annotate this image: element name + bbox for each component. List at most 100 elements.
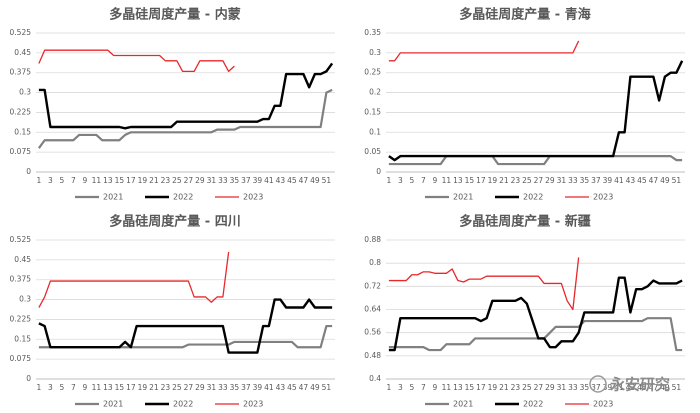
legend-label: 2022: [523, 400, 543, 409]
x-tick-label: 5: [59, 176, 64, 185]
x-tick-label: 41: [614, 383, 624, 392]
x-tick-label: 19: [488, 176, 498, 185]
x-tick-label: 5: [409, 383, 414, 392]
x-tick-label: 17: [126, 383, 136, 392]
x-tick-label: 33: [568, 383, 578, 392]
x-tick-label: 1: [36, 176, 41, 185]
x-tick-label: 3: [48, 176, 53, 185]
legend-label: 2023: [593, 193, 613, 202]
legend-label: 2022: [173, 400, 193, 409]
x-tick-label: 7: [71, 383, 76, 392]
chart-panel: 多晶硅周度产量 - 四川 0 0.075 0.15 0.225 0.3 0.375 0.45 0…: [10, 214, 335, 409]
x-tick-label: 7: [71, 176, 76, 185]
x-tick-label: 45: [637, 176, 647, 185]
watermark-icon: [589, 375, 607, 393]
legend-label: 2023: [243, 400, 263, 409]
chart-title: 多晶硅周度产量 - 新疆: [459, 214, 590, 230]
x-tick-label: 31: [207, 176, 217, 185]
x-tick-label: 19: [138, 176, 148, 185]
y-tick-label: 0.45: [14, 255, 31, 264]
y-tick-label: 0.48: [364, 351, 381, 360]
x-tick-label: 31: [557, 383, 567, 392]
x-tick-label: 23: [511, 176, 521, 185]
y-tick-label: 0.8: [369, 258, 381, 267]
x-tick-label: 39: [603, 176, 613, 185]
x-tick-label: 47: [299, 176, 309, 185]
x-tick-label: 39: [253, 176, 263, 185]
x-tick-label: 1: [36, 383, 41, 392]
y-tick-label: 0.4: [369, 374, 381, 383]
x-tick-label: 47: [299, 383, 309, 392]
x-tick-label: 11: [442, 383, 452, 392]
x-tick-label: 25: [522, 176, 532, 185]
series-line: [38, 62, 334, 130]
x-tick-label: 13: [453, 383, 463, 392]
x-tick-label: 35: [580, 176, 590, 185]
legend-label: 2023: [243, 193, 263, 202]
x-tick-label: 1: [386, 176, 391, 185]
x-tick-label: 23: [161, 383, 171, 392]
x-tick-label: 13: [103, 383, 113, 392]
legend-label: 2022: [173, 193, 193, 202]
chart-title: 多晶硅周度产量 - 青海: [459, 7, 590, 23]
x-tick-label: 51: [322, 383, 332, 392]
x-tick-label: 35: [230, 383, 240, 392]
legend-label: 2023: [593, 400, 613, 409]
x-tick-label: 35: [580, 383, 590, 392]
x-tick-label: 49: [310, 383, 320, 392]
y-tick-label: 0: [26, 167, 31, 176]
watermark-text: 永安研究: [609, 376, 670, 394]
y-tick-label: 0.075: [10, 354, 32, 363]
x-tick-label: 3: [48, 383, 53, 392]
x-tick-label: 11: [92, 383, 102, 392]
series-line: [388, 155, 683, 166]
y-tick-label: 0.3: [19, 295, 31, 304]
x-tick-label: 43: [276, 383, 286, 392]
x-tick-label: 29: [195, 383, 205, 392]
x-tick-label: 51: [672, 383, 682, 392]
legend-label: 2021: [103, 400, 123, 409]
x-tick-label: 5: [409, 176, 414, 185]
x-tick-label: 1: [386, 383, 391, 392]
y-tick-label: 0.225: [10, 107, 32, 116]
series-line: [388, 317, 683, 352]
y-tick-label: 0.72: [364, 281, 381, 290]
x-tick-label: 43: [626, 176, 636, 185]
legend-label: 2021: [453, 193, 473, 202]
x-tick-label: 49: [310, 176, 320, 185]
x-tick-label: 43: [276, 176, 286, 185]
y-tick-label: 0.45: [14, 48, 31, 57]
x-tick-label: 21: [149, 383, 159, 392]
chart-panel: 多晶硅周度产量 - 内蒙 0 0.075 0.15 0.225 0.3 0.375 0.45 0…: [10, 7, 335, 202]
x-tick-label: 29: [195, 176, 205, 185]
y-tick-label: 0.25: [364, 68, 381, 77]
y-tick-label: 0.15: [14, 127, 31, 136]
x-tick-label: 21: [499, 383, 509, 392]
x-tick-label: 43: [626, 383, 636, 392]
x-tick-label: 41: [264, 176, 274, 185]
y-tick-label: 0: [26, 374, 31, 383]
x-tick-label: 19: [138, 383, 148, 392]
series-line: [38, 49, 235, 73]
x-tick-label: 31: [557, 176, 567, 185]
legend-label: 2021: [103, 193, 123, 202]
legend-label: 2022: [523, 193, 543, 202]
x-tick-label: 29: [545, 176, 555, 185]
series-line: [388, 60, 684, 162]
x-tick-label: 37: [591, 383, 601, 392]
x-tick-label: 15: [115, 176, 125, 185]
series-line: [38, 251, 230, 308]
y-tick-label: 0.225: [10, 314, 32, 323]
x-tick-label: 27: [534, 383, 544, 392]
x-tick-label: 37: [241, 383, 251, 392]
y-tick-label: 0.2: [369, 88, 381, 97]
x-tick-label: 7: [421, 383, 426, 392]
x-tick-label: 39: [603, 383, 613, 392]
x-tick-label: 15: [465, 383, 475, 392]
x-tick-label: 13: [453, 176, 463, 185]
series-line: [388, 257, 580, 311]
y-tick-label: 0.88: [364, 235, 381, 244]
x-tick-label: 37: [591, 176, 601, 185]
